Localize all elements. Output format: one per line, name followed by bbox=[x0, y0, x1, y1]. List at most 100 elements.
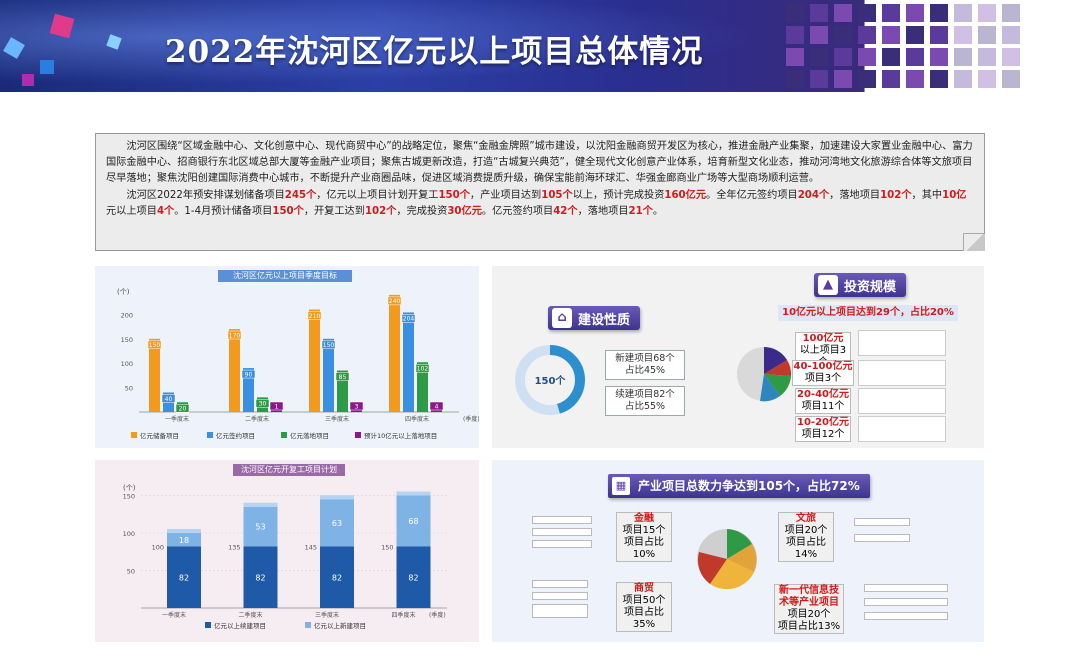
factory-icon: ▦ bbox=[612, 477, 630, 495]
bar bbox=[431, 410, 442, 412]
data-label: 20 bbox=[179, 406, 187, 413]
legend-swatch bbox=[205, 622, 211, 628]
commerce-title: 商贸 bbox=[634, 583, 654, 594]
grid-square bbox=[954, 70, 972, 88]
data-label-bg bbox=[227, 330, 242, 340]
data-label-bg bbox=[307, 311, 322, 320]
project-list-box bbox=[858, 388, 946, 414]
title-banner: 2022年沈河区亿元以上项目总体情况 bbox=[0, 0, 1080, 92]
grid-square bbox=[954, 48, 972, 66]
bar-new bbox=[396, 495, 431, 547]
data-label: 82 bbox=[332, 573, 342, 582]
nature-and-scale-panel: ⌂ 建设性质 150个 新建项目68个 占比45% 续建项目82个 占比55% … bbox=[492, 266, 984, 448]
culture-box: 文旅 项目20个 项目占比14% bbox=[778, 512, 834, 562]
investment-pie-chart bbox=[737, 347, 792, 402]
finance-project-item bbox=[532, 516, 592, 524]
chart-title: 沈河区亿元以上项目季度目标 bbox=[218, 270, 352, 282]
legend-label: 亿元以上续建项目 bbox=[214, 621, 266, 630]
data-label: 4 bbox=[435, 403, 439, 410]
data-label: 68 bbox=[408, 517, 418, 526]
intro-text: ，落地项目 bbox=[829, 189, 881, 201]
banner-glow bbox=[0, 0, 860, 92]
finance-pct: 项目占比10% bbox=[624, 537, 664, 560]
culture-title: 文旅 bbox=[796, 513, 816, 524]
x-axis-label: (季度) bbox=[463, 415, 479, 423]
grid-square bbox=[786, 26, 804, 44]
grid-square bbox=[858, 48, 876, 66]
ring-new-projects-arc bbox=[515, 345, 585, 415]
grid-square bbox=[834, 26, 852, 44]
data-label: 40 bbox=[165, 396, 173, 403]
bar-continuing bbox=[396, 546, 431, 608]
commerce-project-item bbox=[532, 580, 588, 588]
grid-square bbox=[810, 26, 828, 44]
investment-scale-label: 投资规模 bbox=[844, 279, 897, 295]
bar-cap bbox=[243, 502, 278, 507]
data-label-bg bbox=[175, 403, 190, 413]
project-list-box bbox=[858, 360, 946, 386]
grid-square bbox=[978, 26, 996, 44]
grid-square bbox=[978, 48, 996, 66]
project-list-box bbox=[858, 416, 946, 442]
data-label-bg bbox=[415, 363, 430, 373]
grid-square bbox=[834, 48, 852, 66]
intro-text: 。全年亿元签约项目 bbox=[706, 189, 798, 201]
data-label-bg bbox=[335, 372, 350, 381]
highlight-number: 204个 bbox=[797, 189, 830, 201]
grid-square bbox=[810, 70, 828, 88]
grid-square bbox=[906, 70, 924, 88]
legend-label: 亿元落地项目 bbox=[290, 431, 329, 440]
building-icon: ⌂ bbox=[552, 308, 572, 328]
data-label: 30 bbox=[259, 401, 267, 408]
new-projects-pct: 占比45% bbox=[624, 365, 666, 376]
legend-label: 亿元以上新建项目 bbox=[314, 621, 366, 630]
legend-label: 预计10亿元以上落地项目 bbox=[364, 431, 437, 440]
intro-text: ，开复工达到 bbox=[303, 205, 365, 217]
bar-continuing bbox=[243, 546, 278, 608]
finance-title: 金融 bbox=[634, 513, 654, 524]
pie-slice-10-20 bbox=[760, 374, 780, 402]
grid-square bbox=[882, 26, 900, 44]
total-label: 100 bbox=[152, 544, 164, 552]
data-label: 3 bbox=[355, 403, 359, 410]
commerce-pct: 项目占比35% bbox=[624, 607, 664, 630]
data-label-bg bbox=[349, 401, 364, 411]
pie-slice-culture bbox=[727, 529, 752, 559]
data-label: 1 bbox=[275, 403, 279, 410]
culture-project-item bbox=[854, 518, 910, 526]
intro-text: 。 bbox=[652, 205, 664, 217]
segment-title: 10-20亿元 bbox=[797, 417, 849, 428]
intro-text-box: 沈河区围绕“区域金融中心、文化创意中心、现代商贸中心”的战略定位，聚焦“金融金牌… bbox=[95, 133, 985, 251]
construction-ring-chart: 150个 bbox=[515, 345, 585, 415]
intro-text: 以上，预计完成投资 bbox=[572, 189, 665, 201]
grid-square bbox=[834, 4, 852, 22]
grid-decoration bbox=[786, 4, 1076, 90]
grid-square bbox=[906, 4, 924, 22]
data-label-bg bbox=[401, 314, 416, 323]
it-count: 项目20个 bbox=[787, 609, 831, 620]
total-label: 145 bbox=[305, 544, 317, 552]
page-title: 2022年沈河区亿元以上项目总体情况 bbox=[165, 34, 704, 70]
bar-cap bbox=[167, 529, 201, 533]
data-label: 82 bbox=[255, 573, 265, 582]
culture-pct: 项目占比14% bbox=[786, 537, 826, 560]
legend-swatch bbox=[207, 432, 213, 438]
grid-square bbox=[930, 26, 948, 44]
intro-text: ，完成投资 bbox=[396, 205, 448, 217]
y-tick-label: 50 bbox=[125, 385, 133, 393]
continuing-projects-pct: 占比55% bbox=[624, 401, 666, 412]
data-label: 102 bbox=[417, 366, 429, 373]
pie-slice-40-100 bbox=[764, 360, 792, 376]
grid-square bbox=[786, 48, 804, 66]
bar bbox=[403, 312, 414, 412]
bar-continuing bbox=[167, 546, 201, 608]
grid-square bbox=[954, 4, 972, 22]
construction-nature-badge: ⌂ 建设性质 bbox=[548, 306, 641, 330]
total-label: 150 bbox=[381, 544, 393, 552]
pie-slice-20-40 bbox=[764, 374, 791, 396]
y-tick-label: 50 bbox=[127, 568, 135, 576]
grid-square bbox=[882, 48, 900, 66]
bar bbox=[351, 410, 362, 412]
commerce-project-item bbox=[532, 592, 588, 600]
